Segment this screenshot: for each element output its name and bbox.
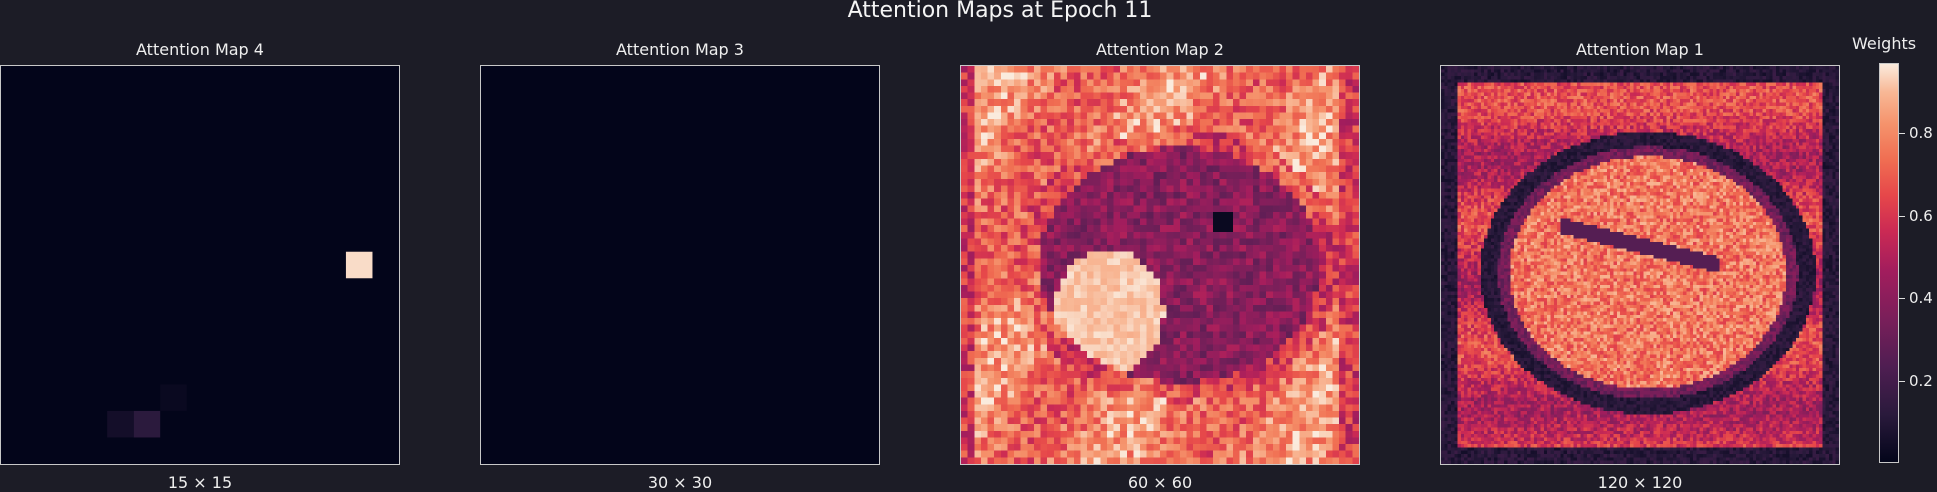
heatmap-plot-area: [1440, 65, 1840, 465]
heatmap-background: [481, 66, 879, 464]
panel-title: Attention Map 4: [136, 40, 264, 59]
heatmap-map1: [1441, 66, 1839, 464]
colorbar-tick: [1899, 215, 1905, 217]
panel-caption: 15 × 15: [167, 473, 233, 492]
panel-attention-map-2: Attention Map 2 60 × 60: [960, 0, 1360, 492]
heatmap-map4: [1, 66, 399, 464]
colorbar-tick-label: 0.4: [1909, 289, 1933, 308]
heatmap-cell: [345, 251, 373, 279]
panel-title: Attention Map 2: [1096, 40, 1224, 59]
heatmap-background: [1, 66, 399, 464]
colorbar-tick: [1899, 133, 1905, 135]
panel-caption: 120 × 120: [1597, 473, 1683, 492]
heatmap-plot-area: [0, 65, 400, 465]
figure-title: Attention Maps at Epoch 11: [847, 0, 1153, 23]
colorbar-tick: [1899, 298, 1905, 300]
colorbar-tick-label: 0.8: [1909, 124, 1933, 143]
colorbar-tick-label: 0.6: [1909, 206, 1933, 225]
colorbar: [1879, 63, 1899, 463]
panel-attention-map-3: Attention Map 3 30 × 30: [480, 0, 880, 492]
panel-caption: 30 × 30: [647, 473, 713, 492]
panel-caption: 60 × 60: [1127, 473, 1193, 492]
heatmap-map2: [961, 66, 1359, 464]
colorbar-tick: [1899, 380, 1905, 382]
panel-title: Attention Map 3: [616, 40, 744, 59]
colorbar-label: Weights: [1852, 34, 1917, 53]
heatmap-plot-area: [960, 65, 1360, 465]
heatmap-cell: [160, 384, 187, 411]
heatmap-cell: [107, 410, 134, 438]
heatmap-plot-area: [480, 65, 880, 465]
colorbar-tick-label: 0.2: [1909, 371, 1933, 390]
panel-attention-map-1: Attention Map 1 120 × 120: [1440, 0, 1840, 492]
panel-attention-map-4: Attention Map 4 15 × 15: [0, 0, 400, 492]
heatmap-map3: [481, 66, 879, 464]
panel-title: Attention Map 1: [1576, 40, 1704, 59]
heatmap-cell: [133, 410, 161, 438]
